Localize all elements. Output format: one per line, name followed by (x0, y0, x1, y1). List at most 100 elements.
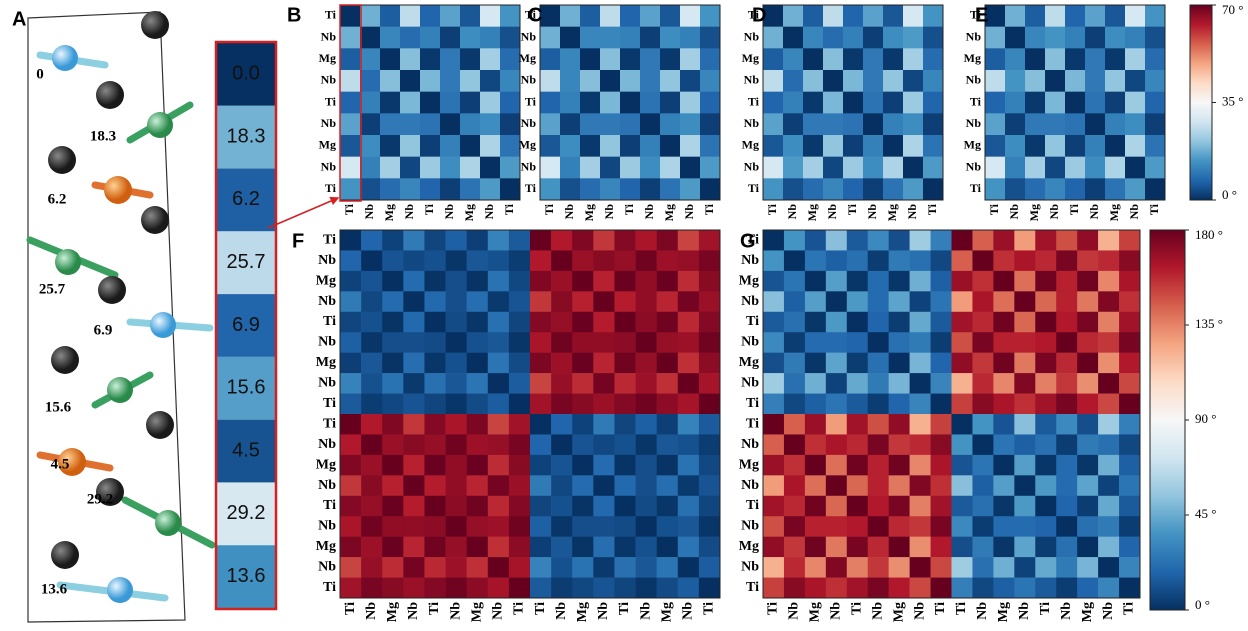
heat-cell (846, 393, 869, 415)
col-label: Mg (891, 602, 906, 622)
panel-letter: B (287, 4, 301, 26)
heat-cell (846, 454, 869, 476)
heat-cell (783, 135, 804, 157)
heat-cell (340, 311, 362, 333)
heat-cell (1035, 270, 1057, 292)
heat-cell (783, 156, 804, 179)
heat-cell (1098, 454, 1120, 476)
heat-cell (1056, 414, 1078, 435)
heat-cell (909, 454, 931, 476)
heat-cell (930, 516, 952, 537)
heat-cell (825, 332, 848, 353)
heat-cell (804, 495, 827, 517)
heat-cell (823, 91, 844, 114)
heat-cell (382, 557, 404, 578)
heat-cell (1035, 393, 1057, 415)
col-label: Nb (554, 602, 569, 620)
heat-cell (1035, 577, 1057, 599)
heat-cell (677, 536, 700, 558)
heat-cell (1014, 414, 1036, 435)
heat-cell (600, 91, 621, 114)
heat-cell (1119, 332, 1141, 353)
heat-cell (530, 577, 552, 599)
row-label: Nb (741, 376, 759, 391)
heat-cell (424, 393, 446, 415)
col-label: Mg (659, 602, 674, 622)
heat-cell (572, 291, 594, 313)
heat-cell (846, 373, 869, 394)
heat-cell (825, 250, 848, 272)
heat-cell (1145, 91, 1166, 114)
heat-cell (993, 352, 1015, 374)
col-label: Nb (785, 204, 799, 220)
heat-cell (460, 156, 481, 179)
heat-cell (930, 230, 952, 251)
heat-cell (698, 332, 721, 353)
heat-cell (803, 26, 824, 49)
heat-cell (530, 291, 552, 313)
heat-cell (867, 311, 889, 333)
heat-cell (1045, 70, 1066, 92)
heat-cell (466, 414, 489, 435)
heat-cell (1125, 70, 1146, 92)
col-label: Nb (448, 602, 463, 620)
heat-cell (804, 577, 827, 599)
heat-cell (804, 332, 827, 353)
heat-cell (1077, 577, 1099, 599)
heat-cell (445, 434, 467, 456)
heat-cell (698, 291, 721, 313)
heat-cell (466, 536, 489, 558)
heat-cell (1035, 230, 1057, 251)
heat-cell (361, 270, 383, 292)
heat-cell (1056, 516, 1078, 537)
heat-cell (640, 48, 661, 71)
heat-cell (445, 495, 467, 517)
heat-cell (700, 156, 721, 179)
heat-cell (1119, 536, 1141, 558)
heat-cell (593, 434, 615, 456)
heat-cell (883, 156, 904, 179)
heat-cell (1085, 5, 1106, 27)
heat-cell (888, 516, 910, 537)
heat-cell (1098, 495, 1120, 517)
heat-cell (340, 373, 362, 394)
heat-cell (825, 311, 848, 333)
heat-cell (1056, 393, 1078, 415)
heat-cell (400, 70, 421, 92)
row-label: Ti (323, 498, 336, 513)
heat-cell (909, 250, 931, 272)
heat-cell (825, 536, 848, 558)
heat-cell (400, 48, 421, 71)
row-label: Ti (746, 314, 759, 329)
heat-cell (1045, 178, 1066, 201)
heat-cell (804, 393, 827, 415)
col-label: Ti (702, 203, 716, 215)
moment-angle: 6.9 (94, 322, 113, 338)
heat-cell (863, 156, 884, 179)
heat-cell (883, 113, 904, 136)
heat-cell (360, 70, 381, 92)
heat-cell (551, 230, 573, 251)
heat-cell (593, 250, 615, 272)
row-label: Mg (742, 51, 759, 65)
heat-cell (1045, 48, 1066, 71)
heat-cell (993, 373, 1015, 394)
col-label: Mg (382, 204, 396, 221)
highlight-frame (339, 4, 362, 202)
heat-cell (1098, 516, 1120, 537)
heat-cell (1145, 135, 1166, 157)
heat-cell (551, 352, 573, 374)
heat-cell (698, 352, 721, 374)
heat-cell (867, 495, 889, 517)
heat-cell (614, 230, 636, 251)
atom (107, 377, 133, 403)
heat-cell (823, 48, 844, 71)
col-label: Nb (406, 602, 421, 620)
heat-cell (420, 70, 441, 92)
row-label: Nb (744, 159, 760, 173)
col-label: Ti (987, 203, 1001, 215)
colorbar-tick-label: 135 ° (1195, 316, 1223, 331)
heat-cell (867, 250, 889, 272)
heat-cell (420, 26, 441, 49)
heat-cell (508, 434, 531, 456)
